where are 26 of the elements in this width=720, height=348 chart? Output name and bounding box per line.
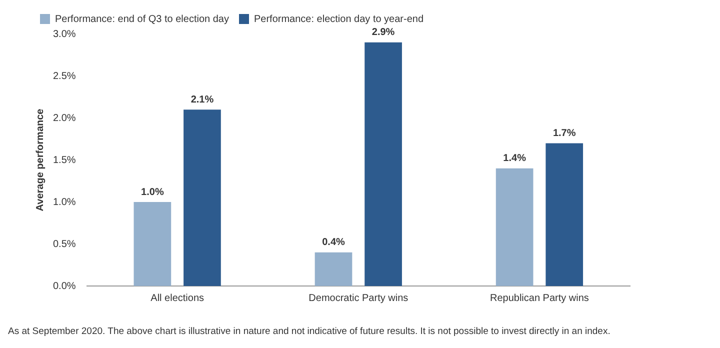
bar xyxy=(184,110,221,286)
data-label: 2.1% xyxy=(190,94,214,106)
y-tick-label: 2.5% xyxy=(52,70,76,82)
legend-label: Performance: election day to year-end xyxy=(254,14,424,25)
bar xyxy=(314,252,352,286)
y-tick-label: 1.0% xyxy=(52,196,76,208)
data-label: 0.4% xyxy=(322,237,345,248)
y-tick-label: 1.5% xyxy=(52,154,76,166)
y-axis-title: Average performance xyxy=(34,108,46,212)
data-label: 1.0% xyxy=(141,186,164,198)
data-label: 1.7% xyxy=(552,128,576,139)
x-tick-label: All elections xyxy=(150,292,204,304)
x-tick-label: Republican Party wins xyxy=(490,292,589,304)
bar xyxy=(364,42,402,286)
data-label: 2.9% xyxy=(372,27,395,38)
bar xyxy=(546,143,584,286)
data-label: 1.4% xyxy=(503,153,526,164)
y-tick-label: 2.0% xyxy=(52,112,76,124)
bar xyxy=(134,202,172,286)
x-tick-label: Democratic Party wins xyxy=(308,292,408,304)
text: As at September 2020. The above chart is illustrative in nature and not indicative of future results. It is not possible to invest directly in an index. xyxy=(8,326,610,337)
legend-label: Performance: end of Q3 to election day xyxy=(55,14,229,25)
y-tick-label: 0.0% xyxy=(52,280,76,292)
y-tick-label: 0.5% xyxy=(52,238,76,250)
y-tick-label: 3.0% xyxy=(52,28,76,40)
bar xyxy=(496,168,534,286)
